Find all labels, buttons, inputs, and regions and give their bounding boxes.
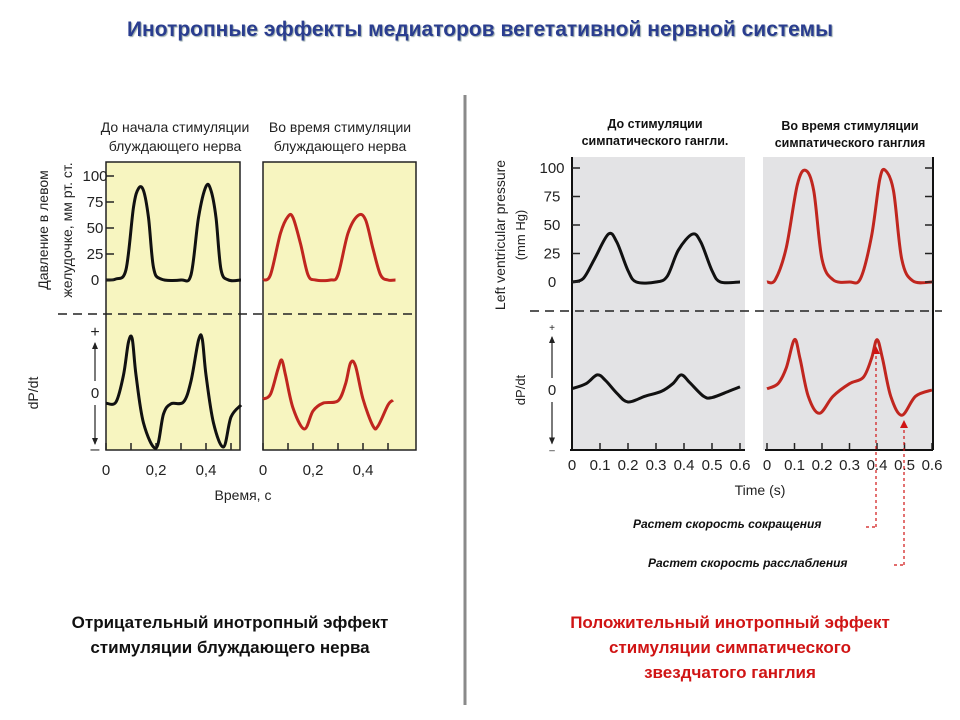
x-tick-label: 0.5 bbox=[894, 457, 915, 474]
left-panel2-title: Во время стимуляции блуждающего нерва bbox=[250, 118, 430, 156]
x-tick-label: 0.4 bbox=[867, 457, 888, 474]
x-tick-label: 0,4 bbox=[196, 462, 217, 479]
right-panel2-title: Во время стимуляции симпатического гангл… bbox=[755, 118, 945, 152]
left-panel1-title-line: До начала стимуляции bbox=[100, 119, 250, 135]
left-panel2-title-line: блуждающего нерва bbox=[273, 138, 407, 154]
y-tick-label: 0 bbox=[548, 274, 556, 291]
left-panel1-title-line: блуждающего нерва bbox=[108, 138, 242, 154]
pressure-trace bbox=[262, 212, 396, 283]
right-panel1-title-line: симпатического гангли. bbox=[581, 134, 729, 148]
dpdt-trace bbox=[262, 358, 395, 431]
y-axis-label: Left ventricular pressure bbox=[492, 160, 508, 310]
x-tick-label: 0,4 bbox=[353, 462, 374, 479]
annotation-relaxation: Растет скорость расслабления bbox=[648, 556, 848, 570]
slide-title: Инотропные эффекты медиаторов вегетативн… bbox=[126, 18, 834, 41]
left-caption-line: стимуляции блуждающего нерва bbox=[90, 638, 370, 657]
right-caption-line: стимуляции симпатического bbox=[608, 638, 852, 657]
right-caption-line: Положительный инотропный эффект bbox=[570, 613, 890, 632]
dpdt-up-arrowhead bbox=[549, 336, 555, 343]
dpdt-minus-label: – bbox=[91, 441, 100, 458]
y-tick-label: 25 bbox=[544, 246, 561, 263]
panel-gap bbox=[745, 157, 763, 453]
dpdt-axis-label: dP/dt bbox=[513, 374, 528, 405]
y-tick-label: 25 bbox=[87, 246, 104, 263]
panel-frame bbox=[105, 161, 241, 451]
right-caption: Положительный инотропный эффект стимуляц… bbox=[510, 610, 950, 685]
x-tick-label: 0 bbox=[763, 457, 771, 474]
dpdt-trace bbox=[571, 373, 741, 404]
dpdt-trace bbox=[766, 338, 933, 417]
x-tick-label: 0,2 bbox=[146, 462, 167, 479]
x-axis-label: Время, с bbox=[215, 487, 272, 503]
dpdt-up-arrowhead bbox=[92, 342, 98, 349]
y-tick-label: 100 bbox=[539, 160, 564, 177]
right-panel1-title-line: До стимуляции bbox=[607, 117, 703, 131]
dpdt-down-arrowhead bbox=[549, 437, 555, 445]
x-axis-label: Time (s) bbox=[735, 482, 786, 498]
left-panel2-title-line: Во время стимуляции bbox=[268, 119, 412, 135]
dpdt-minus-label: – bbox=[549, 446, 555, 457]
x-tick-label: 0.5 bbox=[702, 457, 723, 474]
y-tick-label: 75 bbox=[87, 194, 104, 211]
x-tick-label: 0.2 bbox=[812, 457, 833, 474]
left-caption: Отрицательный инотропный эффект стимуляц… bbox=[10, 610, 450, 660]
right-panel1-title: До стимуляции симпатического гангли. bbox=[560, 116, 750, 150]
x-tick-label: 0 bbox=[259, 462, 267, 479]
x-tick-label: 0.6 bbox=[922, 457, 943, 474]
y-axis-label: (mm Hg) bbox=[513, 210, 528, 261]
pressure-trace bbox=[105, 182, 242, 283]
y-axis-label: Давление в левом bbox=[35, 170, 51, 290]
y-tick-label: 100 bbox=[82, 168, 107, 185]
x-tick-label: 0.6 bbox=[730, 457, 751, 474]
y-tick-label: 50 bbox=[87, 220, 104, 237]
annotation-contraction: Растет скорость сокращения bbox=[633, 517, 822, 531]
y-tick-label: 75 bbox=[544, 189, 561, 206]
annotation-arrowhead bbox=[900, 420, 908, 428]
y-tick-label: 0 bbox=[91, 272, 99, 289]
right-panel2-title-line: Во время стимуляции bbox=[781, 119, 919, 133]
dpdt-axis-label: dP/dt bbox=[25, 377, 41, 410]
x-tick-label: 0 bbox=[102, 462, 110, 479]
y-tick-label: 50 bbox=[544, 217, 561, 234]
right-panel2-title-line: симпатического ганглия bbox=[774, 136, 926, 150]
y-axis-label: желудочке, мм рт. ст. bbox=[59, 162, 75, 297]
dpdt-zero-label: 0 bbox=[548, 382, 556, 399]
dpdt-plus-label: + bbox=[90, 324, 99, 341]
panel-frame bbox=[262, 161, 417, 451]
x-tick-label: 0.2 bbox=[618, 457, 639, 474]
left-caption-line: Отрицательный инотропный эффект bbox=[71, 613, 389, 632]
dpdt-trace bbox=[105, 333, 243, 450]
x-tick-label: 0.1 bbox=[784, 457, 805, 474]
dpdt-zero-label: 0 bbox=[91, 385, 99, 402]
x-tick-label: 0 bbox=[568, 457, 576, 474]
dpdt-down-arrowhead bbox=[92, 438, 98, 445]
pressure-trace bbox=[571, 231, 741, 285]
x-tick-label: 0.1 bbox=[590, 457, 611, 474]
x-tick-label: 0.3 bbox=[646, 457, 667, 474]
x-tick-label: 0.4 bbox=[674, 457, 695, 474]
x-tick-label: 0,2 bbox=[303, 462, 324, 479]
pressure-trace bbox=[766, 167, 933, 285]
x-tick-label: 0.3 bbox=[839, 457, 860, 474]
right-caption-line: звездчатого ганглия bbox=[644, 663, 816, 682]
dpdt-plus-label: + bbox=[549, 323, 555, 334]
annotation-arrowhead bbox=[872, 346, 880, 354]
left-panel1-title: До начала стимуляции блуждающего нерва bbox=[70, 118, 280, 156]
